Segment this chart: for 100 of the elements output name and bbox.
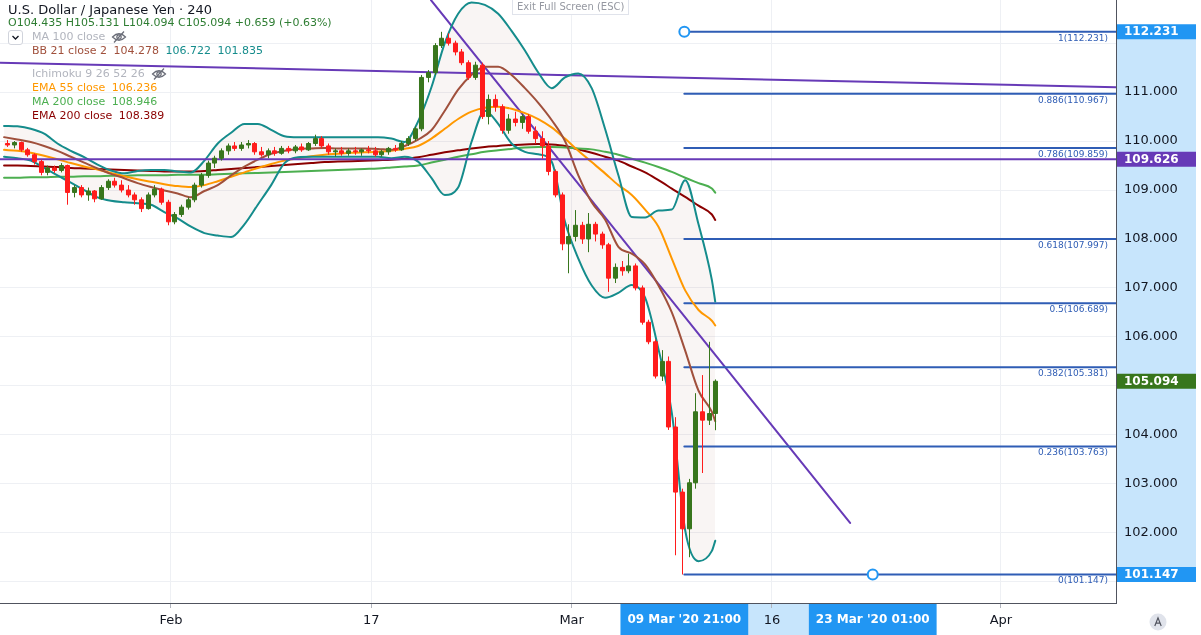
candlestick: [199, 172, 204, 189]
candlestick: [493, 94, 498, 113]
candlestick: [379, 149, 384, 158]
candlestick: [172, 211, 177, 225]
candlestick: [179, 204, 184, 218]
candlestick: [239, 141, 244, 152]
y-tick-label: 103.000: [1124, 475, 1178, 491]
y-tick-label: 111.000: [1124, 83, 1178, 99]
candlestick: [373, 146, 378, 158]
candlestick: [386, 146, 391, 156]
candlestick: [166, 199, 171, 226]
x-tick-label: Mar: [559, 612, 585, 628]
candlestick: [506, 113, 511, 135]
candlestick: [333, 147, 338, 158]
candlestick: [112, 177, 117, 189]
candlestick: [426, 69, 431, 83]
candlestick: [393, 144, 398, 153]
candlestick: [666, 355, 671, 431]
ref-line-label: 109.626: [1124, 151, 1179, 166]
y-tick-label: 108.000: [1124, 230, 1178, 246]
candlestick: [586, 212, 591, 253]
candlestick: [700, 374, 705, 474]
y-tick-label: 112.231: [1124, 24, 1179, 39]
candlestick: [560, 191, 565, 251]
candlestick: [653, 338, 658, 380]
candlestick: [533, 125, 538, 144]
x-tick-label: 23 Mar '20 01:00: [815, 612, 930, 627]
candlestick: [279, 145, 284, 156]
candlestick: [566, 223, 571, 274]
annotation: Ichimoku 9 26 52 26: [32, 67, 145, 81]
candlestick: [252, 141, 257, 156]
candlestick: [272, 146, 277, 157]
candlestick: [500, 103, 505, 135]
candlestick: [520, 113, 525, 130]
candlestick: [480, 62, 485, 120]
candlestick: [259, 146, 264, 158]
candlestick: [593, 221, 598, 242]
candlestick: [219, 147, 224, 162]
candlestick: [306, 141, 311, 152]
x-tick-label: Feb: [159, 612, 183, 628]
candlestick: [660, 349, 665, 382]
candlestick: [680, 488, 685, 576]
annotation: 1(112.231): [1058, 32, 1108, 43]
candlestick: [106, 178, 111, 191]
candlestick: [12, 140, 17, 149]
candlestick: [72, 184, 77, 198]
x-tick-label: 09 Mar '20 21:00: [627, 612, 742, 627]
y-tick-label: 105.094: [1124, 373, 1179, 388]
line-series: [3, 65, 717, 423]
annotation: MA 100 close: [32, 30, 106, 44]
text: BB 21 close 2 104.278 106.722 101.835: [32, 44, 263, 58]
candlestick: [620, 260, 625, 277]
candlestick: [313, 134, 318, 147]
text: O104.435 H105.131 L104.094 C105.094 +0.659 (+0.63%): [8, 16, 332, 30]
x-tick-label: 17: [363, 612, 380, 628]
candlestick: [673, 416, 678, 556]
y-tick-label: 107.000: [1124, 279, 1178, 295]
candlestick: [613, 262, 618, 284]
candlestick: [486, 94, 491, 125]
y-tick-label: 110.000: [1124, 132, 1178, 148]
candlestick: [45, 165, 50, 176]
candlestick: [65, 164, 70, 206]
candlestick: [553, 168, 558, 198]
candlestick: [339, 146, 344, 157]
y-tick-label: 106.000: [1124, 328, 1178, 344]
annotation: 0.618(107.997): [1037, 239, 1108, 250]
candlestick: [319, 135, 324, 149]
candlestick: [99, 184, 104, 201]
candlestick: [446, 32, 451, 47]
candlestick: [293, 144, 298, 154]
x-tick-label: Apr: [989, 612, 1013, 628]
candlestick: [573, 209, 578, 242]
candlestick: [266, 147, 271, 159]
candlestick: [159, 187, 164, 206]
x-tick-label: 16: [763, 612, 781, 628]
candlestick: [326, 143, 331, 156]
candlestick: [346, 147, 351, 157]
candlestick: [626, 253, 631, 274]
candlestick: [59, 162, 64, 173]
candlestick: [119, 179, 124, 193]
annotation: Exit Full Screen (ESC): [512, 0, 630, 15]
candlestick: [399, 140, 404, 152]
candlestick: [513, 111, 518, 127]
y-tick-label: 104.000: [1124, 426, 1178, 442]
candlestick: [79, 184, 84, 198]
line-series: [3, 1, 717, 303]
candlestick: [86, 187, 91, 202]
text: EMA 200 close 108.389: [32, 109, 165, 123]
annotation: 0(101.147): [1058, 575, 1108, 586]
y-tick-label: 109.000: [1124, 181, 1178, 197]
annotation: 0.886(110.967): [1037, 94, 1108, 105]
candlestick: [359, 147, 364, 157]
candlestick: [580, 221, 585, 245]
candlestick: [39, 159, 44, 176]
annotation: 0.382(105.381): [1037, 368, 1108, 379]
candlestick: [226, 143, 231, 156]
candlestick: [32, 152, 37, 166]
annotation: 0.236(103.763): [1037, 447, 1108, 458]
candlestick: [526, 113, 531, 135]
candlestick: [473, 61, 478, 81]
